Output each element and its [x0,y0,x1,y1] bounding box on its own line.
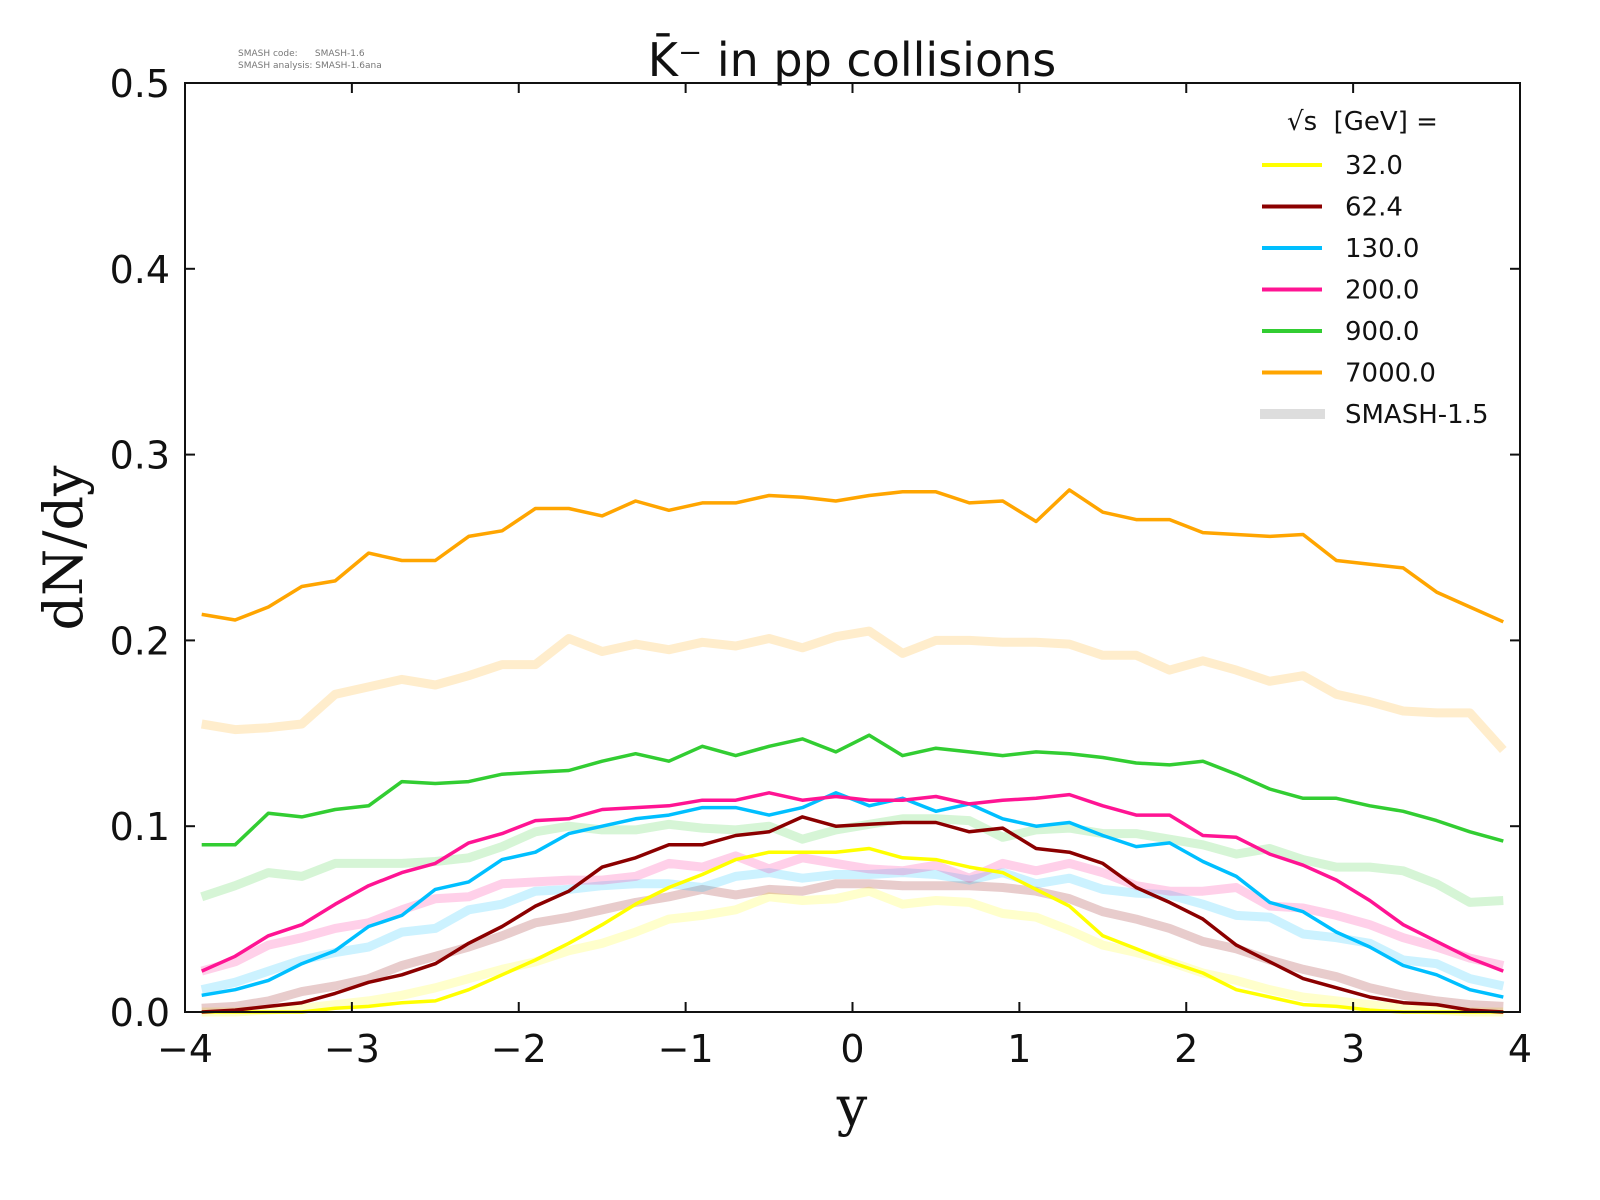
x-tick-label: −1 [658,1027,714,1071]
legend-label: 200.0 [1345,276,1419,306]
chart-title: K̄⁻ in pp collisions [648,33,1056,87]
series-line-32.0 [201,846,1504,1014]
x-tick-label: −2 [491,1027,547,1071]
meta-code: SMASH code: SMASH-1.6 [238,49,365,59]
x-tick-label: 4 [1508,1027,1532,1071]
y-tick-label: 0.1 [110,805,170,849]
legend: √s [GeV] = 32.0 62.4 130.0 200.0 900.0 7000.0… [1260,107,1489,430]
reference-line-7000.0 [200,626,1507,754]
meta-analysis: SMASH analysis: SMASH-1.6ana [238,61,382,71]
legend-label: 32.0 [1345,151,1403,181]
x-tick-label: −4 [157,1027,213,1071]
x-tick-label: 1 [1007,1027,1031,1071]
reference-series-group [200,626,1507,1017]
series-line-200.0 [200,791,1504,973]
series-group [200,488,1505,1014]
series-line-7000.0 [201,488,1505,624]
y-tick-label: 0.2 [110,619,170,663]
x-tick-label: 0 [840,1027,864,1071]
reference-line-62.4 [201,879,1504,1013]
legend-label: 900.0 [1345,317,1419,347]
y-tick-label: 0.5 [110,62,170,106]
reference-line-32.0 [201,886,1504,1017]
y-tick-label: 0.4 [110,248,170,292]
x-tick-label: −3 [324,1027,380,1071]
x-tick-label: 3 [1341,1027,1365,1071]
reference-line-900.0 [200,814,1504,907]
series-line-62.4 [201,815,1504,1014]
y-tick-label: 0.0 [110,991,170,1035]
legend-label: 130.0 [1345,234,1419,264]
x-tick-label: 2 [1174,1027,1198,1071]
y-tick-label: 0.3 [110,434,170,478]
legend-label-reference: SMASH-1.5 [1345,400,1489,430]
series-line-900.0 [201,733,1504,847]
legend-label: 7000.0 [1345,359,1436,389]
legend-title: √s [GeV] = [1287,107,1438,137]
ticks-group: −4 −3 −2 −1 0 1 2 3 4 0.0 0.1 0.2 0.3 0.4 0.5 [110,62,1533,1071]
reference-line-130.0 [200,868,1505,995]
x-axis-label: y [836,1075,868,1138]
y-axis-label: dN/dy [32,465,95,631]
legend-label: 62.4 [1345,193,1403,223]
